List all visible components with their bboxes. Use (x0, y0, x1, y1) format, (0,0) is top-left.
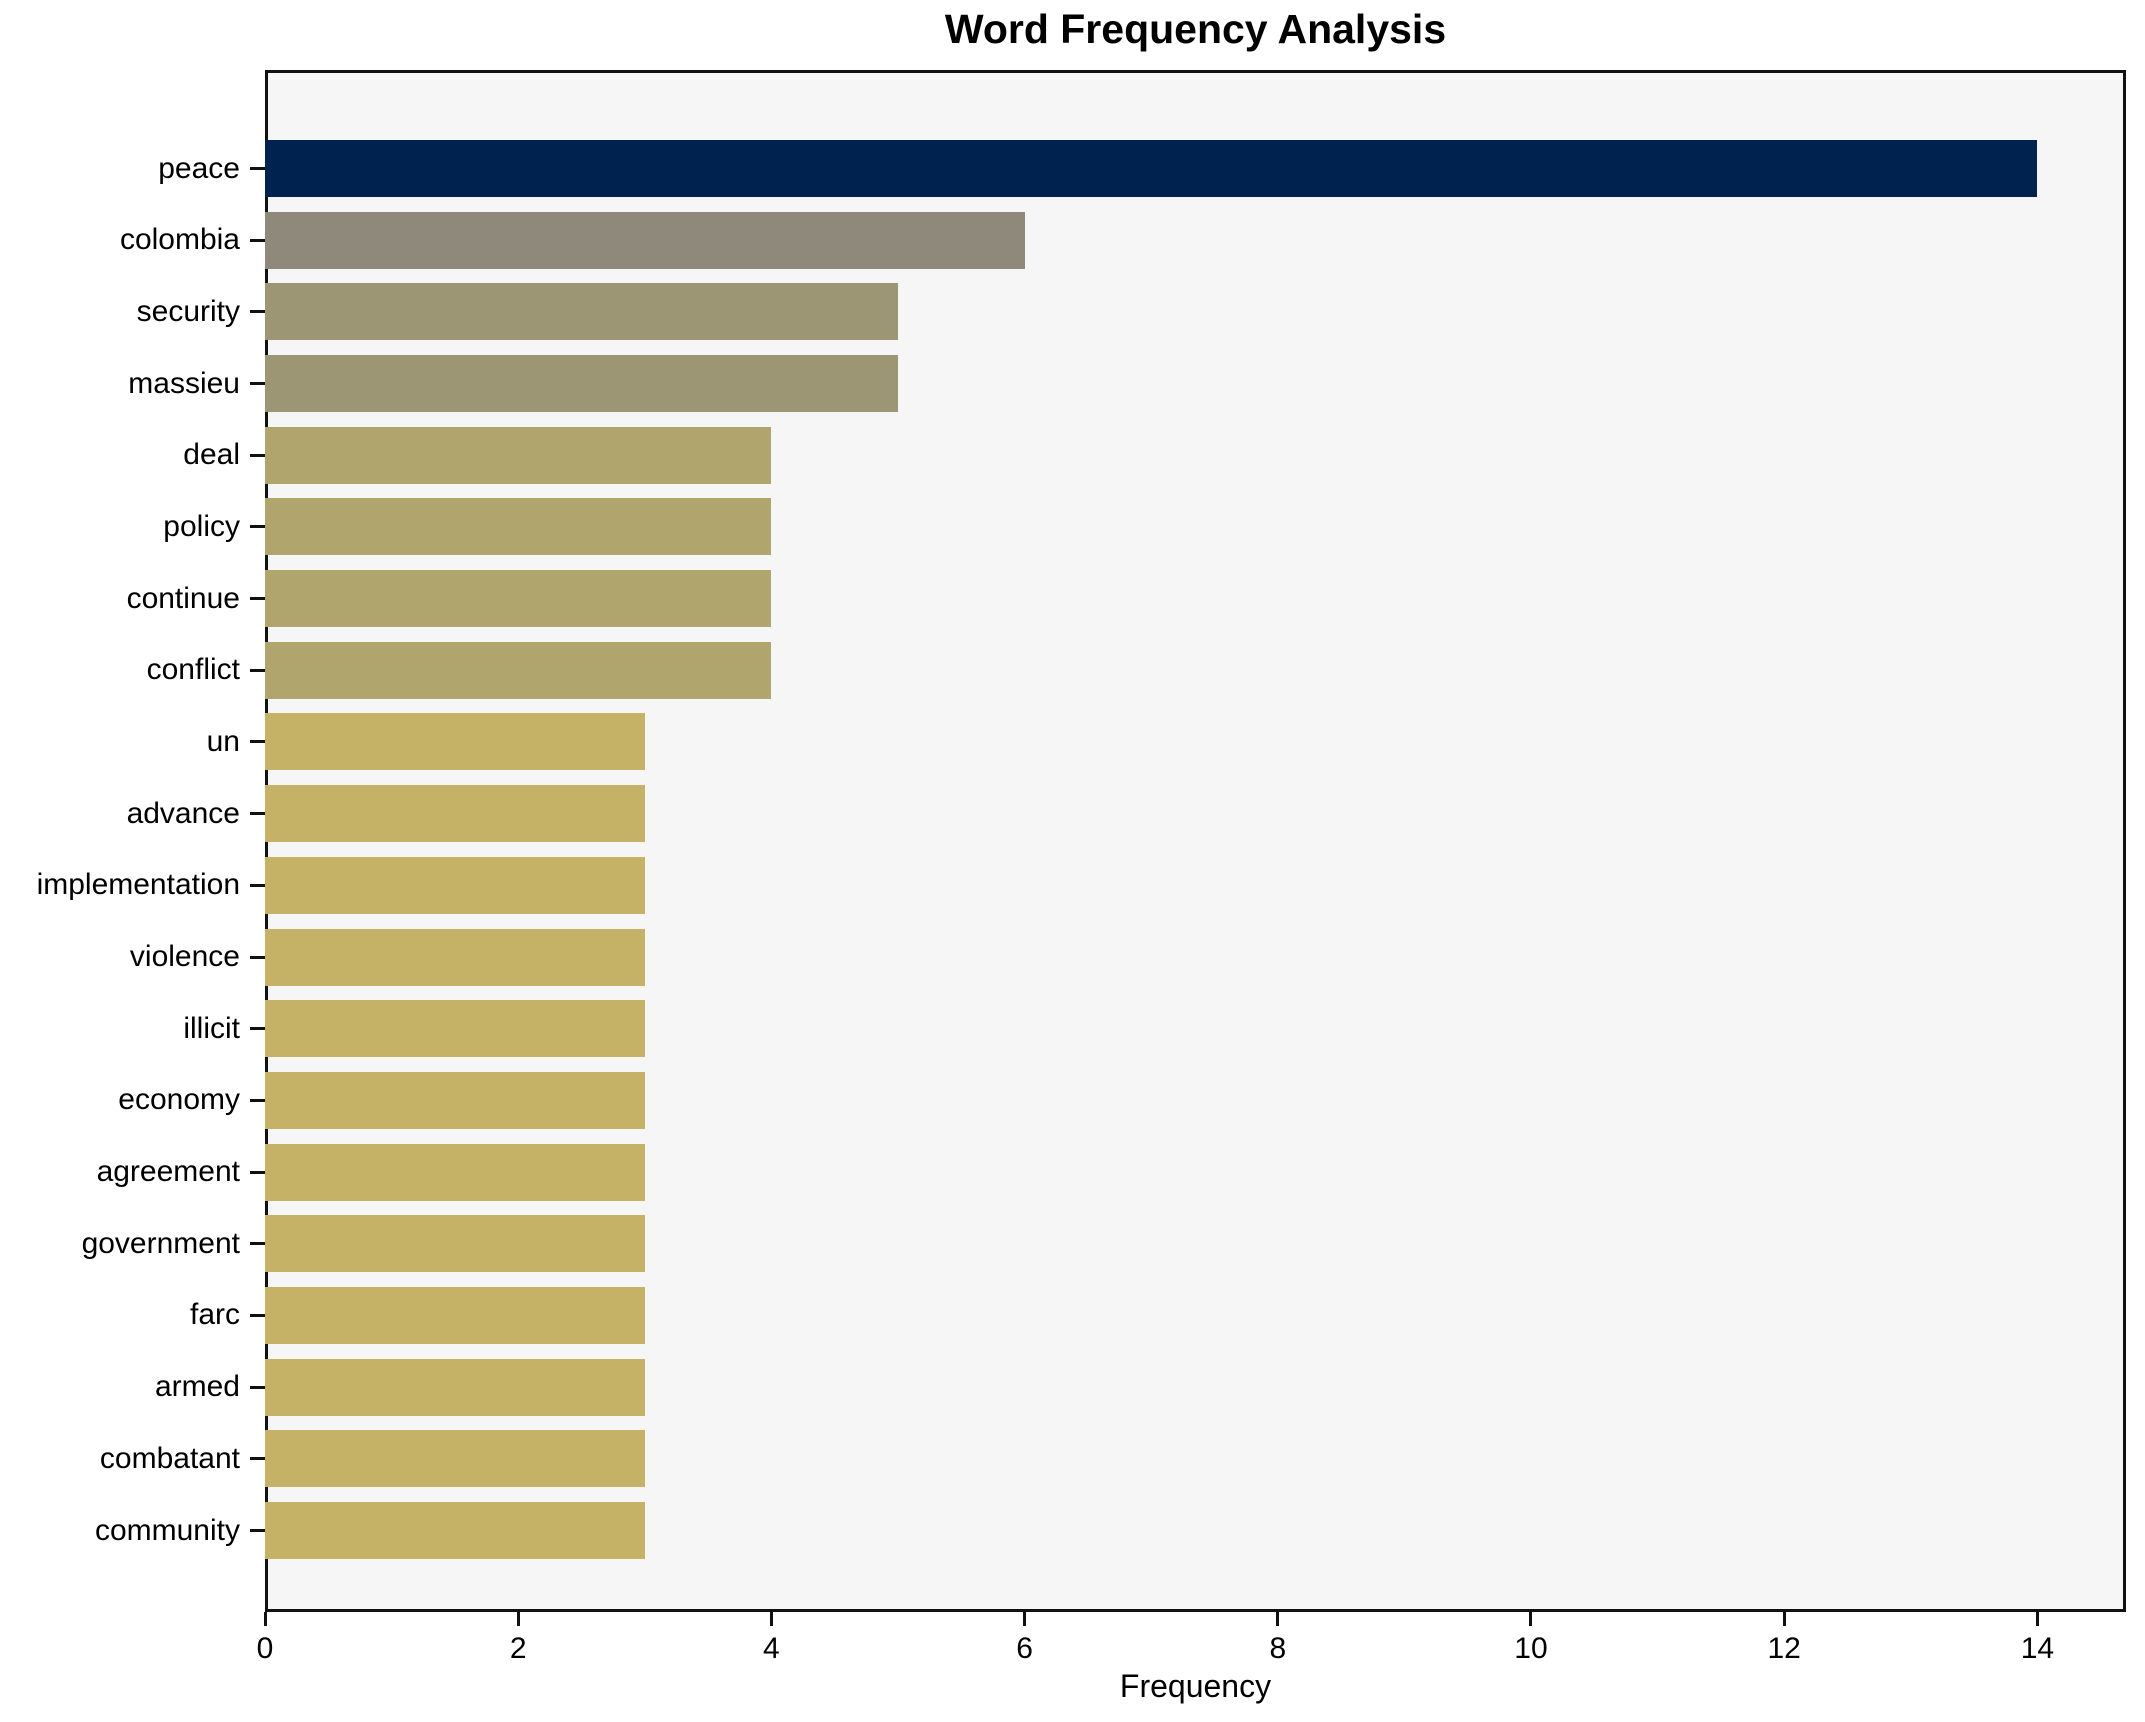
y-tick-mark (250, 1529, 265, 1532)
y-tick-label-advance: advance (126, 796, 240, 830)
bar-advance (265, 785, 645, 843)
bar-economy (265, 1071, 645, 1129)
y-tick-label-economy: economy (118, 1083, 240, 1117)
y-tick-label-illicit: illicit (183, 1011, 240, 1045)
x-tick-mark (516, 1612, 520, 1626)
y-tick-mark (250, 883, 265, 887)
y-tick-mark (250, 812, 265, 816)
y-tick-mark (250, 453, 265, 457)
x-tick-mark (1529, 1612, 1533, 1626)
bar-illicit (265, 1000, 645, 1058)
bar-continue (265, 570, 772, 628)
y-tick-mark (250, 1170, 265, 1174)
y-tick-mark (250, 955, 265, 959)
x-tick-label-2: 2 (509, 1632, 527, 1665)
x-axis-label: Frequency (1119, 1668, 1272, 1704)
x-tick-mark (1782, 1612, 1786, 1626)
y-tick-label-agreement: agreement (96, 1155, 240, 1189)
x-tick-label-10: 10 (1514, 1632, 1548, 1665)
x-tick-label-12: 12 (1767, 1632, 1801, 1665)
y-tick-label-massieu: massieu (128, 366, 240, 400)
y-tick-mark (250, 1457, 265, 1461)
y-tick-label-government: government (81, 1226, 240, 1260)
y-tick-label-combatant: combatant (99, 1441, 240, 1475)
y-tick-label-armed: armed (154, 1370, 240, 1404)
x-tick-label-6: 6 (1016, 1632, 1033, 1665)
bar-government (265, 1215, 645, 1273)
bar-community (265, 1502, 645, 1559)
bar-agreement (265, 1143, 645, 1201)
y-tick-label-peace: peace (158, 151, 240, 185)
bar-farc (265, 1286, 645, 1344)
x-tick-mark (1023, 1612, 1027, 1626)
y-tick-label-colombia: colombia (119, 223, 240, 257)
y-tick-label-community: community (94, 1513, 240, 1547)
y-tick-mark (250, 668, 265, 672)
y-tick-mark (250, 167, 265, 170)
y-tick-label-policy: policy (163, 509, 240, 543)
bar-implementation (265, 856, 645, 914)
x-tick-label-8: 8 (1269, 1632, 1287, 1665)
y-tick-mark (250, 1098, 265, 1102)
y-tick-mark (250, 310, 265, 314)
y-tick-mark (250, 1385, 265, 1389)
x-tick-mark (2035, 1612, 2039, 1626)
y-tick-label-deal: deal (183, 438, 240, 472)
y-tick-mark (250, 525, 265, 529)
bar-massieu (265, 355, 898, 413)
bar-conflict (265, 641, 772, 699)
bar-violence (265, 928, 645, 986)
y-tick-mark (250, 740, 265, 744)
x-tick-mark (263, 1612, 267, 1626)
y-tick-label-un: un (206, 724, 240, 758)
bar-combatant (265, 1430, 645, 1488)
bar-un (265, 713, 645, 771)
x-tick-label-0: 0 (256, 1632, 274, 1665)
y-tick-mark (250, 597, 265, 601)
y-tick-label-violence: violence (129, 940, 240, 974)
bar-security (265, 283, 898, 341)
bar-policy (265, 498, 772, 556)
bar-armed (265, 1358, 645, 1416)
bar-deal (265, 426, 772, 484)
x-tick-label-4: 4 (763, 1632, 780, 1665)
y-tick-label-security: security (136, 294, 240, 328)
y-tick-mark (250, 238, 265, 242)
y-tick-label-continue: continue (126, 581, 240, 615)
y-tick-mark (250, 382, 265, 386)
y-tick-mark (250, 1242, 265, 1246)
y-tick-mark (250, 1027, 265, 1031)
bar-colombia (265, 211, 1025, 269)
x-tick-mark (1276, 1612, 1280, 1626)
x-tick-label-14: 14 (2020, 1632, 2055, 1665)
y-tick-label-conflict: conflict (146, 653, 240, 687)
y-tick-label-implementation: implementation (36, 868, 240, 902)
y-tick-mark (250, 1313, 265, 1317)
bar-peace (265, 140, 2038, 197)
y-tick-label-farc: farc (189, 1298, 240, 1332)
x-tick-mark (769, 1612, 773, 1626)
chart-title: Word Frequency Analysis (944, 6, 1447, 52)
